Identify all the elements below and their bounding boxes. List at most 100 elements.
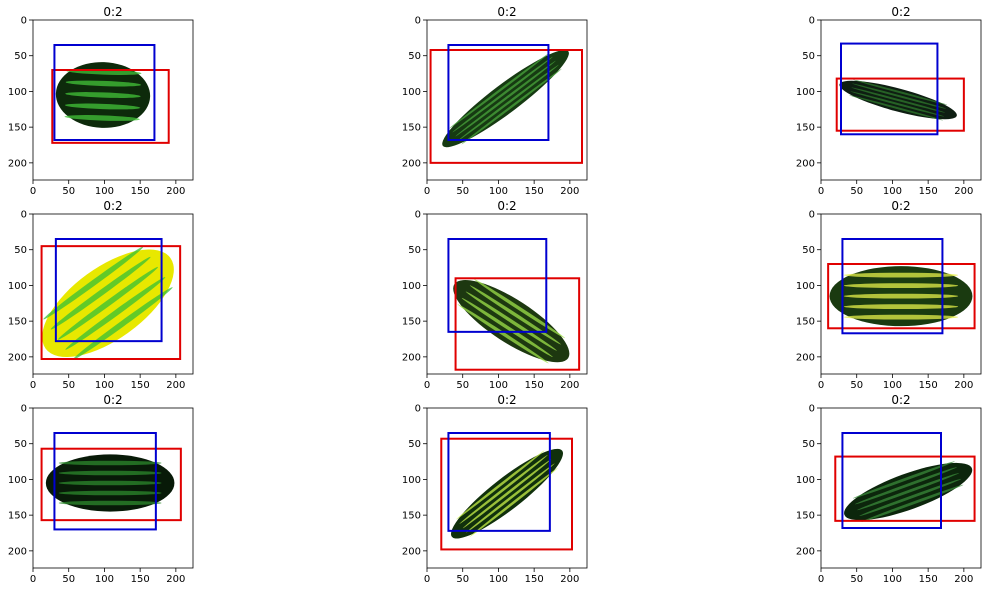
cucumber-texture	[58, 500, 162, 506]
y-tick-label: 150	[8, 123, 27, 134]
bbox-blue	[53, 432, 157, 531]
y-tick-label: 50	[14, 245, 27, 256]
squash-texture	[58, 266, 158, 340]
x-tick-label: 50	[62, 380, 75, 391]
axes-frame	[32, 407, 194, 569]
bbox-red	[454, 277, 581, 371]
x-tick-label: 100	[95, 574, 114, 585]
x-tick-label: 100	[883, 186, 902, 197]
cucumber-texture	[852, 461, 955, 499]
x-tick-label: 200	[560, 186, 579, 197]
cucumber-texture	[465, 291, 557, 351]
cucumber-texture	[462, 459, 552, 529]
subplot-title: 0:2	[103, 199, 122, 213]
subplot-title: 0:2	[103, 5, 122, 19]
y-tick-label: 150	[402, 123, 421, 134]
y-tick-label: 200	[402, 352, 421, 363]
subplot-title: 0:2	[891, 393, 910, 407]
x-tick-label: 150	[131, 574, 150, 585]
cucumber-texture	[854, 467, 958, 505]
axes-frame	[426, 213, 588, 375]
bbox-blue	[53, 44, 156, 141]
cucumber-texture	[459, 454, 548, 524]
x-tick-label: 150	[919, 380, 938, 391]
y-tick-label: 200	[796, 352, 815, 363]
x-tick-label: 0	[818, 574, 824, 585]
x-tick-label: 100	[95, 186, 114, 197]
y-tick-label: 50	[802, 51, 815, 62]
y-tick-label: 200	[8, 158, 27, 169]
y-tick-label: 0	[809, 210, 815, 221]
cucumber-texture	[461, 297, 553, 358]
y-tick-label: 100	[8, 475, 27, 486]
y-tick-label: 0	[415, 404, 421, 415]
x-tick-label: 50	[456, 574, 469, 585]
cucumber-texture	[452, 56, 553, 133]
cucumber-texture	[466, 463, 555, 533]
y-tick-label: 200	[8, 546, 27, 557]
bbox-red	[834, 455, 976, 522]
cucumber-texture	[852, 83, 947, 109]
x-tick-label: 200	[560, 380, 579, 391]
y-tick-label: 100	[402, 87, 421, 98]
cucumber-texture	[449, 52, 550, 129]
subplot-title: 0:2	[497, 393, 516, 407]
y-tick-label: 100	[796, 87, 815, 98]
y-tick-label: 100	[402, 475, 421, 486]
subplot-5: 0 50 100 150 200 0 50 100 150 200 0:2	[402, 199, 588, 391]
x-tick-label: 200	[560, 574, 579, 585]
bbox-red	[429, 49, 584, 164]
axes-frame	[426, 407, 588, 569]
y-tick-label: 150	[796, 511, 815, 522]
x-tick-label: 150	[919, 186, 938, 197]
cucumber-texture	[850, 91, 945, 117]
cucumber-texture	[851, 87, 946, 113]
cucumber-texture	[458, 64, 559, 141]
cucumber-texture	[65, 80, 142, 87]
y-tick-label: 200	[402, 158, 421, 169]
bbox-blue	[841, 432, 943, 529]
bbox-red	[827, 263, 976, 330]
image-content	[829, 266, 973, 327]
x-tick-label: 0	[30, 186, 36, 197]
cucumber-texture	[58, 480, 162, 486]
x-tick-label: 150	[525, 380, 544, 391]
bbox-red	[440, 437, 573, 551]
bbox-red	[40, 245, 182, 360]
cucumber-texture	[456, 450, 545, 520]
x-tick-label: 50	[850, 380, 863, 391]
cucumber-texture	[861, 484, 964, 522]
image-content	[442, 49, 569, 148]
subplot-title: 0:2	[891, 5, 910, 19]
y-tick-label: 200	[402, 546, 421, 557]
subplot-7: 0 50 100 150 200 0 50 100 150 200 0:2	[8, 393, 194, 585]
cucumber-texture	[843, 304, 959, 310]
x-tick-label: 150	[525, 186, 544, 197]
cucumber-texture	[859, 478, 962, 517]
subplot-3: 0 50 100 150 200 0 50 100 150 200 0:2	[796, 5, 982, 197]
y-tick-label: 50	[408, 245, 421, 256]
cucumber-texture	[64, 115, 140, 121]
x-tick-label: 150	[131, 186, 150, 197]
x-tick-label: 200	[166, 380, 185, 391]
cucumber-texture	[843, 293, 959, 299]
x-tick-label: 200	[166, 574, 185, 585]
image-content	[45, 454, 175, 512]
cucumber-texture	[843, 314, 959, 320]
x-tick-label: 100	[489, 574, 508, 585]
cucumber-texture	[64, 103, 141, 110]
x-tick-label: 150	[919, 574, 938, 585]
x-tick-label: 50	[62, 574, 75, 585]
y-tick-label: 0	[809, 404, 815, 415]
subplot-2: 0 50 100 150 200 0 50 100 150 200 0:2	[402, 5, 588, 197]
bbox-red	[51, 69, 170, 144]
x-tick-label: 150	[131, 380, 150, 391]
y-tick-label: 150	[8, 317, 27, 328]
x-tick-label: 150	[525, 574, 544, 585]
cucumber-texture	[58, 470, 162, 476]
x-tick-label: 200	[954, 574, 973, 585]
y-tick-label: 200	[8, 352, 27, 363]
x-tick-label: 0	[818, 380, 824, 391]
axes-frame	[32, 213, 194, 375]
